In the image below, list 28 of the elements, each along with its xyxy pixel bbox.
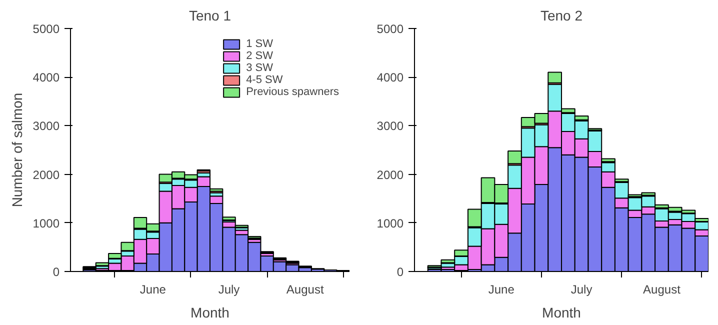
x-axis-title: Month <box>542 304 581 320</box>
chart-title: Teno 2 <box>540 8 583 24</box>
y-tick-label: 2000 <box>376 168 404 182</box>
x-axis-title: Month <box>190 304 230 320</box>
y-tick-label: 3000 <box>32 119 60 134</box>
y-tick-label: 5000 <box>376 22 404 36</box>
x-tick-label: July <box>218 282 240 296</box>
legend-label: Previous spawners <box>246 86 339 98</box>
y-tick-label: 2000 <box>32 168 60 182</box>
y-tick-label: 3000 <box>376 119 404 134</box>
legend-label: 3 SW <box>246 62 273 74</box>
y-tick-label: 4000 <box>376 70 404 85</box>
y-tick-label: 4000 <box>32 70 60 85</box>
x-tick-label: August <box>286 282 324 296</box>
y-axis-title: Number of salmon <box>8 92 25 208</box>
y-tick-label: 0 <box>396 265 404 279</box>
x-tick-label: August <box>643 282 682 296</box>
x-tick-label: June <box>488 282 515 296</box>
chart-title: Teno 1 <box>188 8 232 24</box>
y-tick-label: 0 <box>52 265 60 279</box>
legend-label: 1 SW <box>246 38 273 50</box>
x-tick-label: July <box>570 282 592 296</box>
x-tick-label: June <box>140 282 166 296</box>
legend-label: 2 SW <box>246 50 273 62</box>
y-tick-label: 1000 <box>32 216 60 230</box>
y-tick-label: 1000 <box>376 216 404 230</box>
legend-label: 4-5 SW <box>246 74 283 86</box>
y-tick-label: 5000 <box>32 22 60 36</box>
